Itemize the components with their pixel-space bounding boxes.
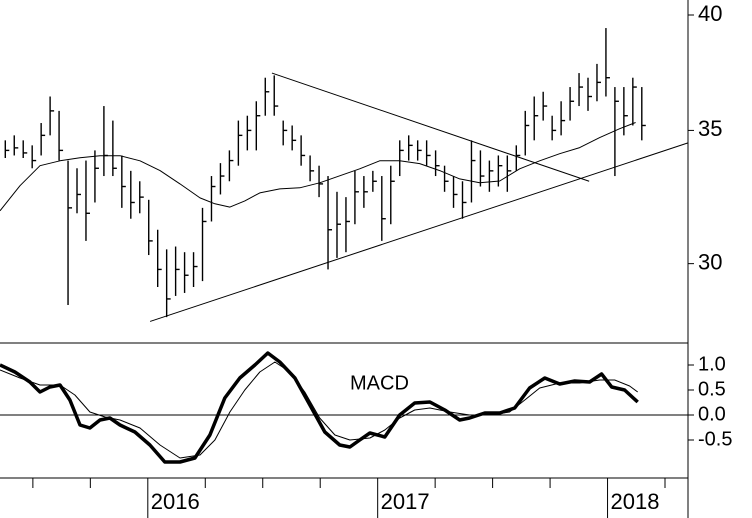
y-tick-label: 35 [698,116,722,141]
y-tick-label: 1.0 [698,353,726,375]
moving-average [0,122,636,212]
x-tick-label: 2016 [151,489,200,514]
signal-line [0,361,638,459]
trendline [271,72,590,182]
y-tick-label: 40 [698,1,722,26]
y-tick-label: 30 [698,249,722,274]
trendline [149,142,689,322]
x-tick-label: 2018 [611,489,660,514]
macd-line [0,351,639,464]
annotation: MACD [350,372,409,394]
y-tick-label: 0.5 [698,378,726,400]
x-tick-label: 2017 [381,489,430,514]
y-tick-label: 0.0 [698,403,726,425]
y-tick-label: -0.5 [698,428,732,450]
